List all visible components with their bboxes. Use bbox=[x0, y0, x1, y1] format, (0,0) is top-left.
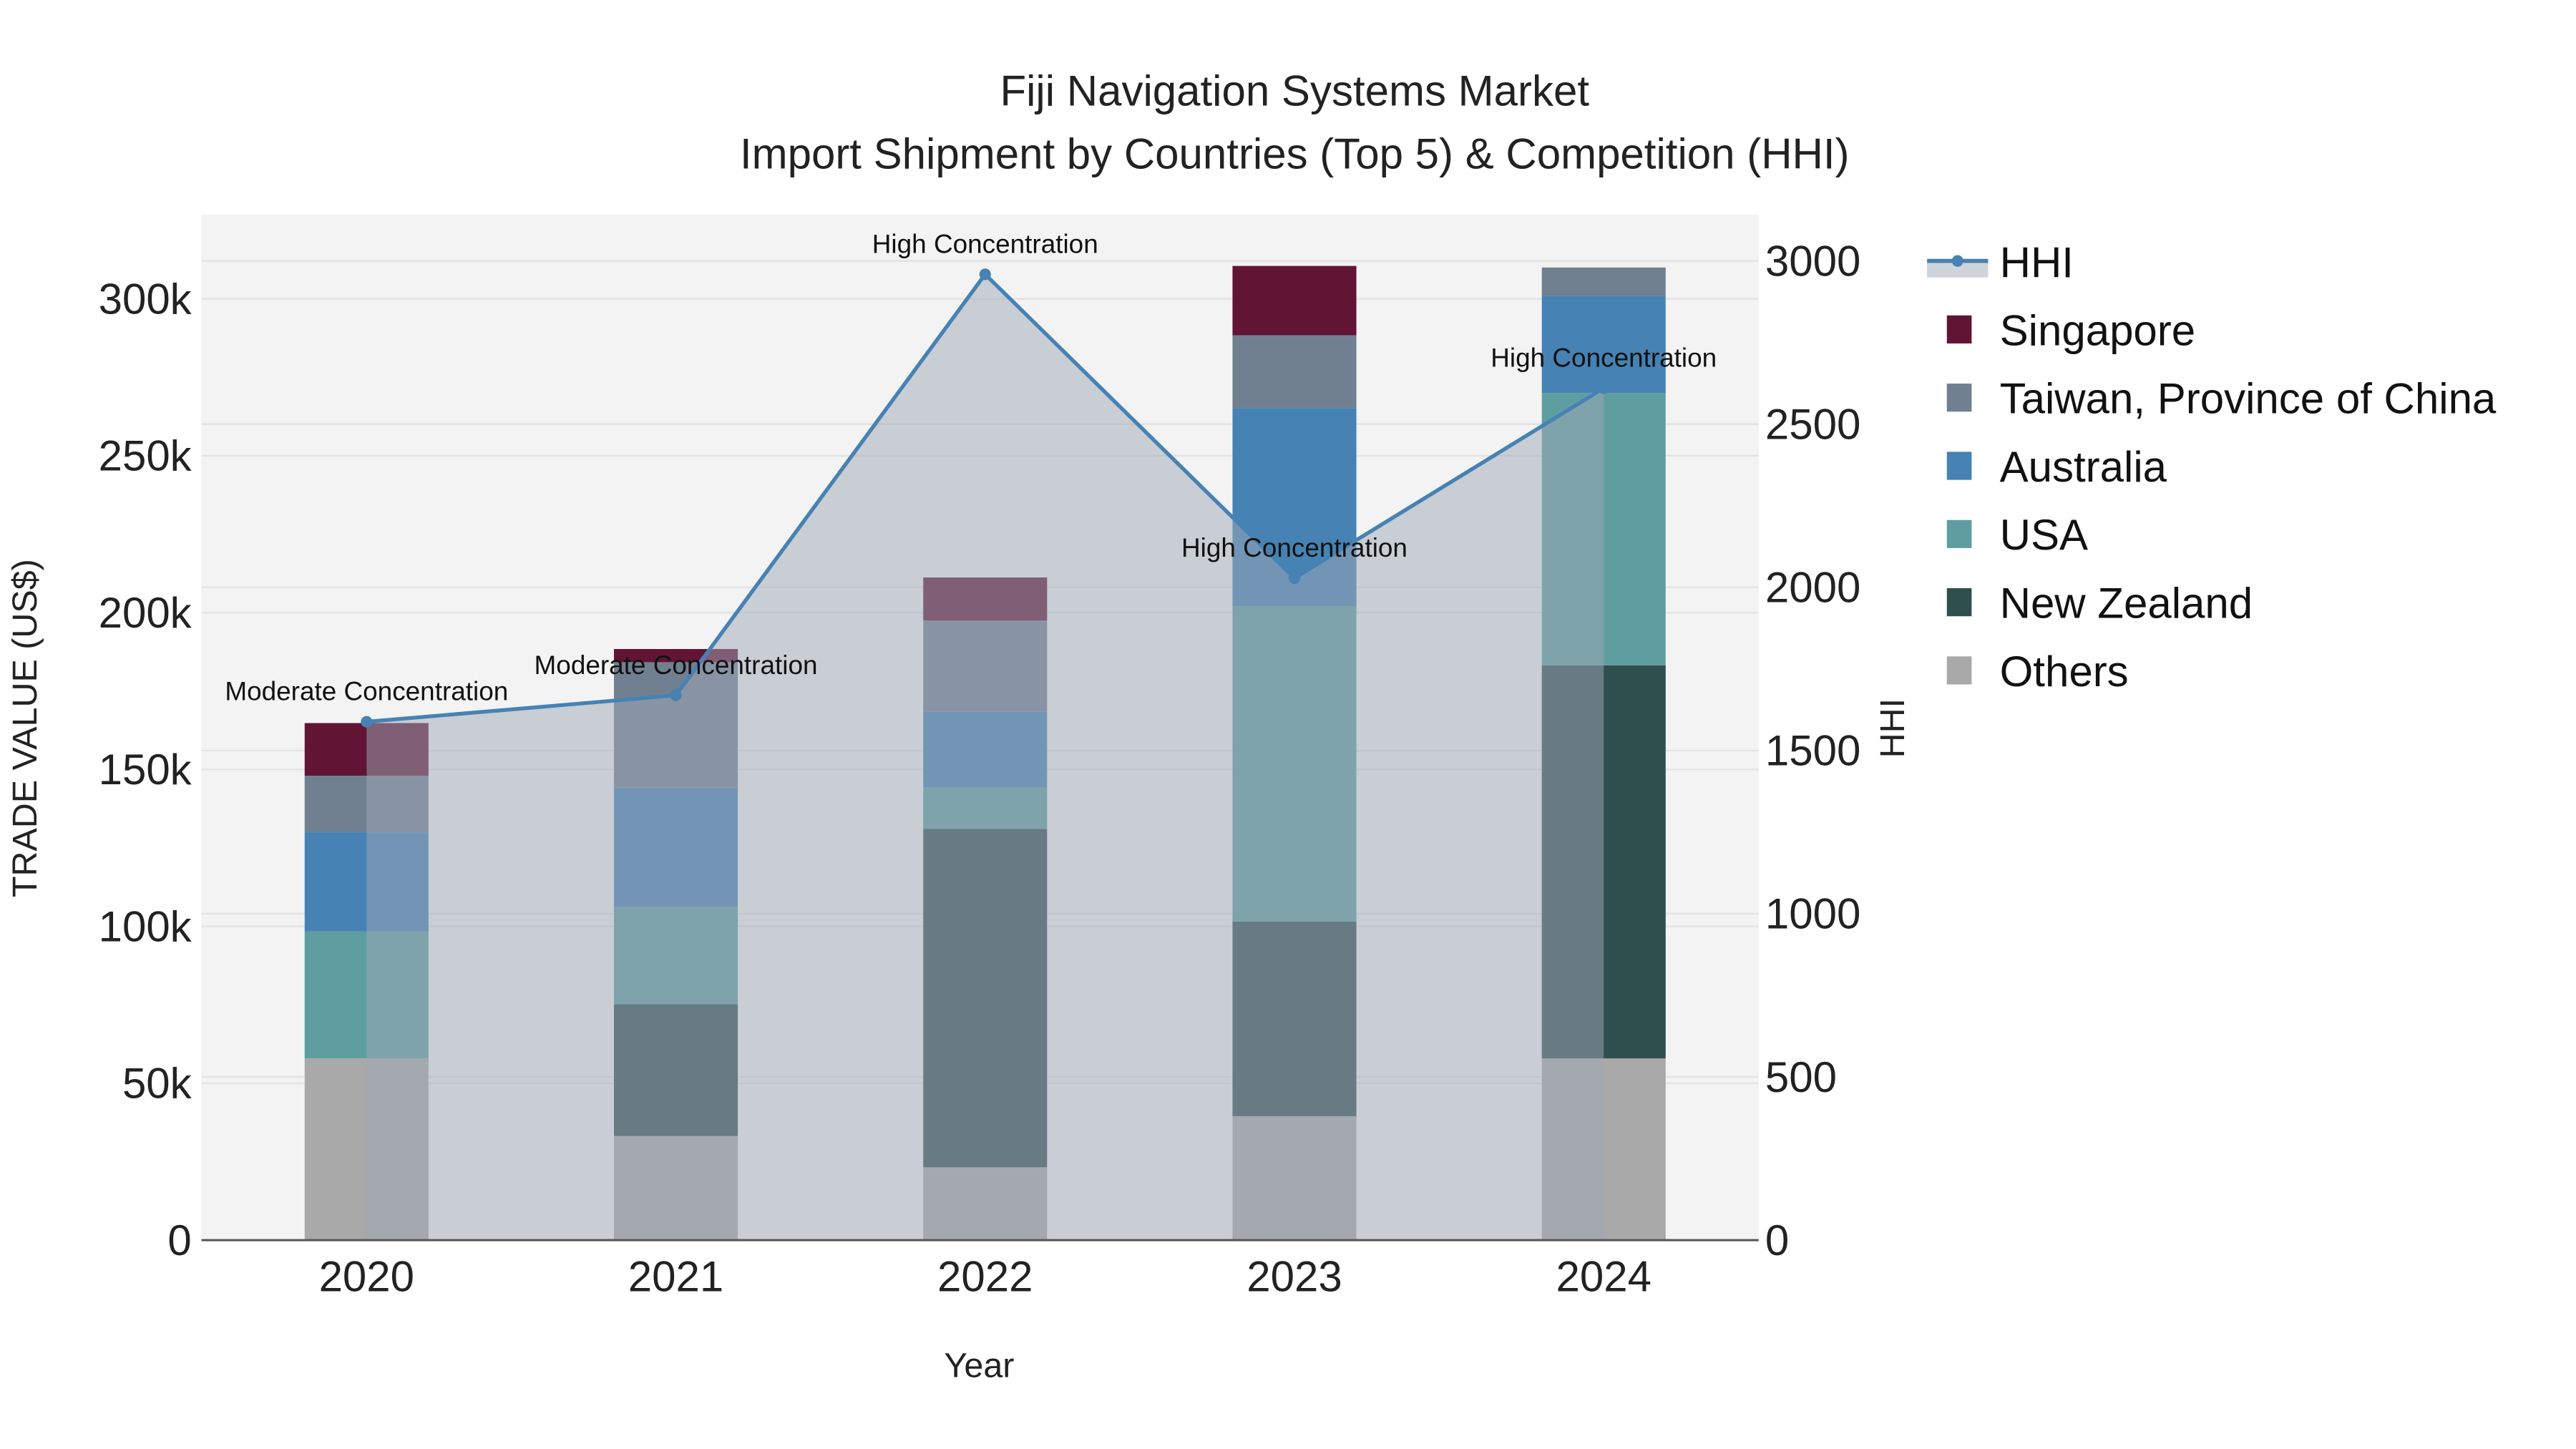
legend-label[interactable]: New Zealand bbox=[2000, 580, 2253, 628]
legend: HHI Singapore Taiwan, Province of China Aus… bbox=[1927, 239, 2497, 696]
y2-tick-label: 1000 bbox=[1765, 890, 1860, 938]
y2-tick-label: 500 bbox=[1765, 1053, 1837, 1101]
bar-singapore-2023[interactable] bbox=[1232, 265, 1357, 336]
legend-swatch bbox=[1946, 452, 1972, 480]
legend-label[interactable]: Taiwan, Province of China bbox=[2000, 375, 2497, 423]
y2-tick-label: 2500 bbox=[1765, 400, 1860, 448]
legend-label[interactable]: Singapore bbox=[2000, 306, 2196, 354]
y-tick-label: 150k bbox=[99, 746, 192, 794]
legend-swatch bbox=[1946, 588, 1972, 617]
hhi-annotation: High Concentration bbox=[1491, 343, 1717, 373]
y-tick-label: 250k bbox=[99, 432, 192, 480]
hhi-annotation: Moderate Concentration bbox=[535, 650, 818, 680]
x-tick-label: 2021 bbox=[628, 1253, 723, 1301]
hhi-annotation: High Concentration bbox=[872, 229, 1098, 258]
chart-subtitle: Import Shipment by Countries (Top 5) & C… bbox=[740, 130, 1850, 177]
y2-tick-label: 2000 bbox=[1765, 564, 1860, 612]
bar-australia-2024[interactable] bbox=[1541, 296, 1666, 394]
x-tick-label: 2023 bbox=[1246, 1253, 1342, 1301]
y-tick-label: 200k bbox=[99, 589, 192, 637]
legend-label[interactable]: Others bbox=[2000, 648, 2129, 696]
legend-label-hhi[interactable]: HHI bbox=[2000, 239, 2074, 287]
hhi-area bbox=[366, 274, 1604, 1241]
y2-tick-label: 0 bbox=[1765, 1216, 1789, 1264]
chart-title: Fiji Navigation Systems Market bbox=[1000, 67, 1589, 115]
legend-hhi-area-swatch bbox=[1927, 260, 1989, 278]
bar-taiwan-province-of-china-2024[interactable] bbox=[1541, 267, 1666, 296]
y-axis-title: TRADE VALUE (US$) bbox=[6, 559, 44, 897]
y-tick-label: 300k bbox=[99, 275, 192, 323]
x-tick-label: 2020 bbox=[319, 1253, 414, 1301]
hhi-point-2024[interactable] bbox=[1598, 382, 1610, 394]
y2-tick-label: 3000 bbox=[1765, 237, 1860, 285]
legend-swatch bbox=[1946, 315, 1972, 343]
x-tick-label: 2022 bbox=[937, 1253, 1033, 1301]
hhi-point-2021[interactable] bbox=[670, 689, 682, 701]
y-tick-label: 50k bbox=[122, 1060, 192, 1108]
legend-hhi-marker-icon bbox=[1951, 255, 1963, 267]
y-tick-label: 0 bbox=[167, 1216, 191, 1264]
hhi-annotation: High Concentration bbox=[1181, 533, 1407, 562]
x-axis-title: Year bbox=[945, 1347, 1015, 1385]
hhi-point-2020[interactable] bbox=[361, 716, 373, 728]
x-tick-label: 2024 bbox=[1556, 1253, 1651, 1301]
hhi-point-2023[interactable] bbox=[1288, 572, 1301, 585]
y-tick-label: 100k bbox=[99, 902, 192, 950]
legend-swatch bbox=[1946, 656, 1972, 685]
bar-taiwan-province-of-china-2023[interactable] bbox=[1232, 335, 1357, 409]
hhi-annotation: Moderate Concentration bbox=[225, 677, 508, 706]
y2-tick-label: 1500 bbox=[1765, 727, 1860, 775]
legend-swatch bbox=[1946, 384, 1972, 412]
legend-label[interactable]: USA bbox=[2000, 511, 2088, 559]
hhi-point-2022[interactable] bbox=[979, 268, 991, 280]
y2-axis-title: HHI bbox=[1873, 698, 1912, 758]
legend-swatch bbox=[1946, 519, 1972, 548]
legend-label[interactable]: Australia bbox=[2000, 443, 2167, 491]
